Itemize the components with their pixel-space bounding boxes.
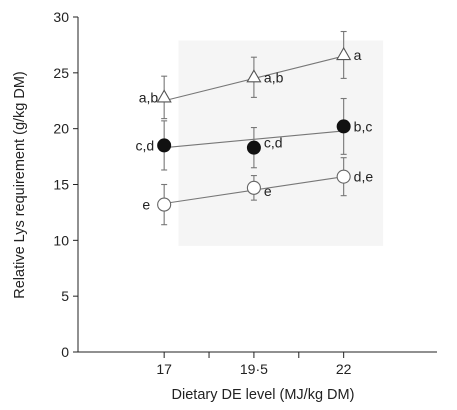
y-tick-label-30: 30	[53, 9, 69, 25]
series-0	[156, 30, 352, 120]
y-tick-label-5: 5	[61, 288, 69, 304]
point-2-0	[157, 197, 172, 212]
point-label-0-0: a,b	[139, 89, 159, 105]
point-label-0-2: a	[354, 47, 362, 63]
x-tick-label-2: 22	[336, 361, 352, 377]
labels-layer: a,b a,b a c,d c,d b,c e e d,e	[135, 47, 373, 213]
series-layer	[156, 30, 352, 226]
point-label-1-2: b,c	[354, 118, 373, 134]
point-0-2	[336, 46, 352, 61]
point-label-0-1: a,b	[264, 69, 284, 85]
point-label-1-0: c,d	[135, 137, 154, 153]
point-1-0	[157, 138, 172, 153]
y-tick-label-15: 15	[53, 177, 69, 193]
point-label-1-1: c,d	[264, 135, 283, 151]
point-2-2	[336, 169, 351, 184]
point-label-2-0: e	[142, 197, 150, 213]
point-0-0	[156, 89, 172, 103]
y-tick-label-0: 0	[61, 344, 69, 360]
series-1	[157, 97, 351, 171]
point-label-2-1: e	[264, 183, 272, 199]
x-axis-title: Dietary DE level (MJ/kg DM)	[172, 387, 355, 403]
point-1-1	[246, 140, 261, 155]
x-tick-label-1: 19·5	[240, 361, 268, 377]
y-axis-title: Relative Lys requirement (g/kg DM)	[12, 71, 28, 299]
y-tick-label-10: 10	[53, 232, 69, 248]
point-label-2-2: d,e	[354, 169, 374, 185]
y-tick-label-20: 20	[53, 121, 69, 137]
series-2	[157, 157, 351, 226]
axes: 0 5 10 15 20 25 30 17 19·5 22	[53, 9, 437, 377]
point-0-1	[246, 69, 262, 83]
point-1-2	[336, 119, 351, 134]
x-tick-label-0: 17	[156, 361, 172, 377]
y-tick-label-25: 25	[53, 65, 69, 81]
point-2-1	[246, 180, 261, 195]
